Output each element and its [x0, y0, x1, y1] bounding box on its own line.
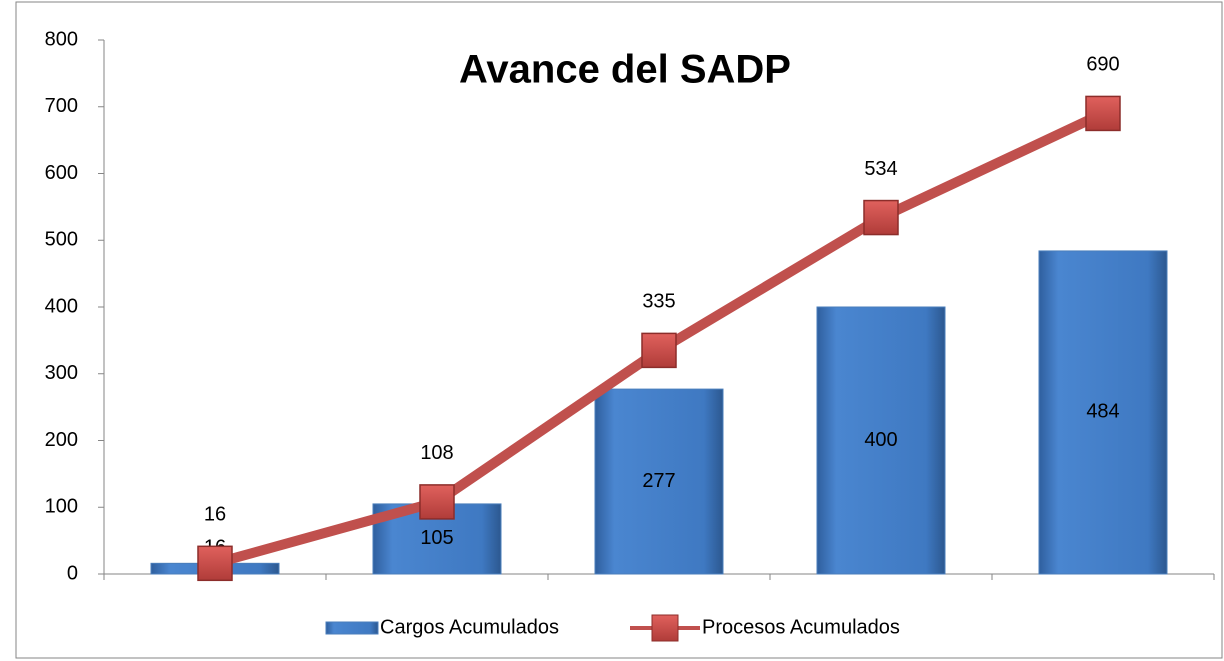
bar — [816, 306, 946, 575]
bar-label: 105 — [420, 527, 453, 549]
line-label: 690 — [1086, 54, 1119, 76]
bar-label: 484 — [1086, 401, 1119, 423]
line-label: 16 — [204, 504, 226, 526]
legend-label: Procesos Acumulados — [702, 616, 900, 638]
y-tick-label: 400 — [45, 295, 78, 317]
chart-title: Avance del SADP — [459, 48, 791, 92]
line-marker — [641, 332, 677, 369]
line-marker — [1085, 95, 1121, 132]
y-tick-label: 200 — [45, 429, 78, 451]
bar — [594, 388, 724, 575]
y-tick-label: 700 — [45, 95, 78, 117]
line-label: 534 — [864, 158, 897, 180]
y-tick-label: 500 — [45, 229, 78, 251]
legend-label: Cargos Acumulados — [380, 616, 559, 638]
y-tick-label: 0 — [67, 562, 78, 584]
line-label: 335 — [642, 291, 675, 313]
line-marker — [419, 484, 455, 520]
y-tick-label: 300 — [45, 362, 78, 384]
bar-label: 277 — [642, 470, 675, 492]
line-label: 108 — [420, 442, 453, 464]
bar-label: 400 — [864, 429, 897, 451]
bar — [1038, 250, 1168, 575]
legend-swatch — [325, 621, 379, 635]
y-tick-label: 600 — [45, 162, 78, 184]
line-marker — [197, 545, 233, 582]
y-tick-label: 100 — [45, 496, 78, 518]
line-marker — [863, 199, 899, 236]
y-tick-label: 800 — [45, 28, 78, 50]
legend-marker — [651, 614, 679, 642]
